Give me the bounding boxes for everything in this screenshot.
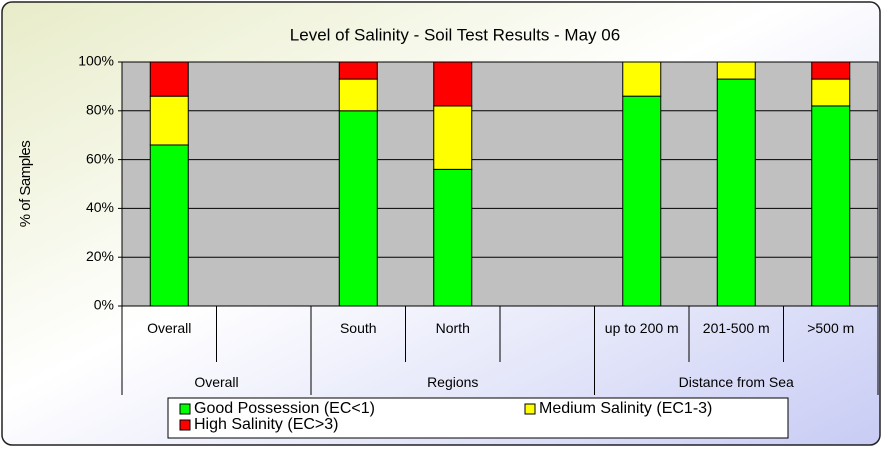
bar-segment (622, 95, 662, 307)
legend-swatch (524, 403, 536, 415)
legend-label: Good Possession (EC<1) (194, 400, 375, 417)
legend-label: High Salinity (EC>3) (194, 416, 339, 433)
x-tick-label: 201-500 m (702, 320, 770, 336)
x-tick-label: >500 m (807, 320, 855, 336)
bar-segment (716, 61, 756, 80)
plot-area (121, 61, 879, 307)
bar-segment (149, 61, 189, 97)
chart-title: Level of Salinity - Soil Test Results - … (290, 25, 620, 44)
y-axis-label: % of Samples (17, 141, 34, 228)
y-tick-label: 20% (86, 248, 114, 264)
bar-segment (433, 105, 473, 170)
bar-segment (811, 61, 851, 80)
bar-segment (811, 78, 851, 107)
bar-segment (149, 95, 189, 146)
bar-segment (716, 78, 756, 307)
y-tick-label: 40% (86, 199, 114, 215)
legend-swatch (179, 403, 191, 415)
bar-segment (338, 110, 378, 307)
group-label: Overall (194, 374, 239, 390)
legend-swatch (179, 419, 191, 431)
x-tick-label: South (339, 320, 377, 336)
y-tick-label: 60% (86, 150, 114, 166)
x-tick-label: North (435, 320, 470, 336)
bar-segment (338, 61, 378, 80)
bar-segment (433, 168, 473, 307)
bar-segment (338, 78, 378, 112)
legend (167, 397, 789, 439)
bar-segment (433, 61, 473, 107)
legend-label: Medium Salinity (EC1-3) (539, 400, 712, 417)
group-label: Regions (427, 374, 479, 390)
x-tick-label: Overall (147, 320, 192, 336)
group-label: Distance from Sea (678, 374, 794, 390)
y-tick-label: 0% (94, 297, 114, 313)
y-tick-label: 100% (78, 53, 114, 69)
y-tick-label: 80% (86, 102, 114, 118)
bar-segment (811, 105, 851, 307)
x-tick-label: up to 200 m (604, 320, 679, 336)
bar-segment (149, 144, 189, 307)
bar-segment (622, 61, 662, 97)
